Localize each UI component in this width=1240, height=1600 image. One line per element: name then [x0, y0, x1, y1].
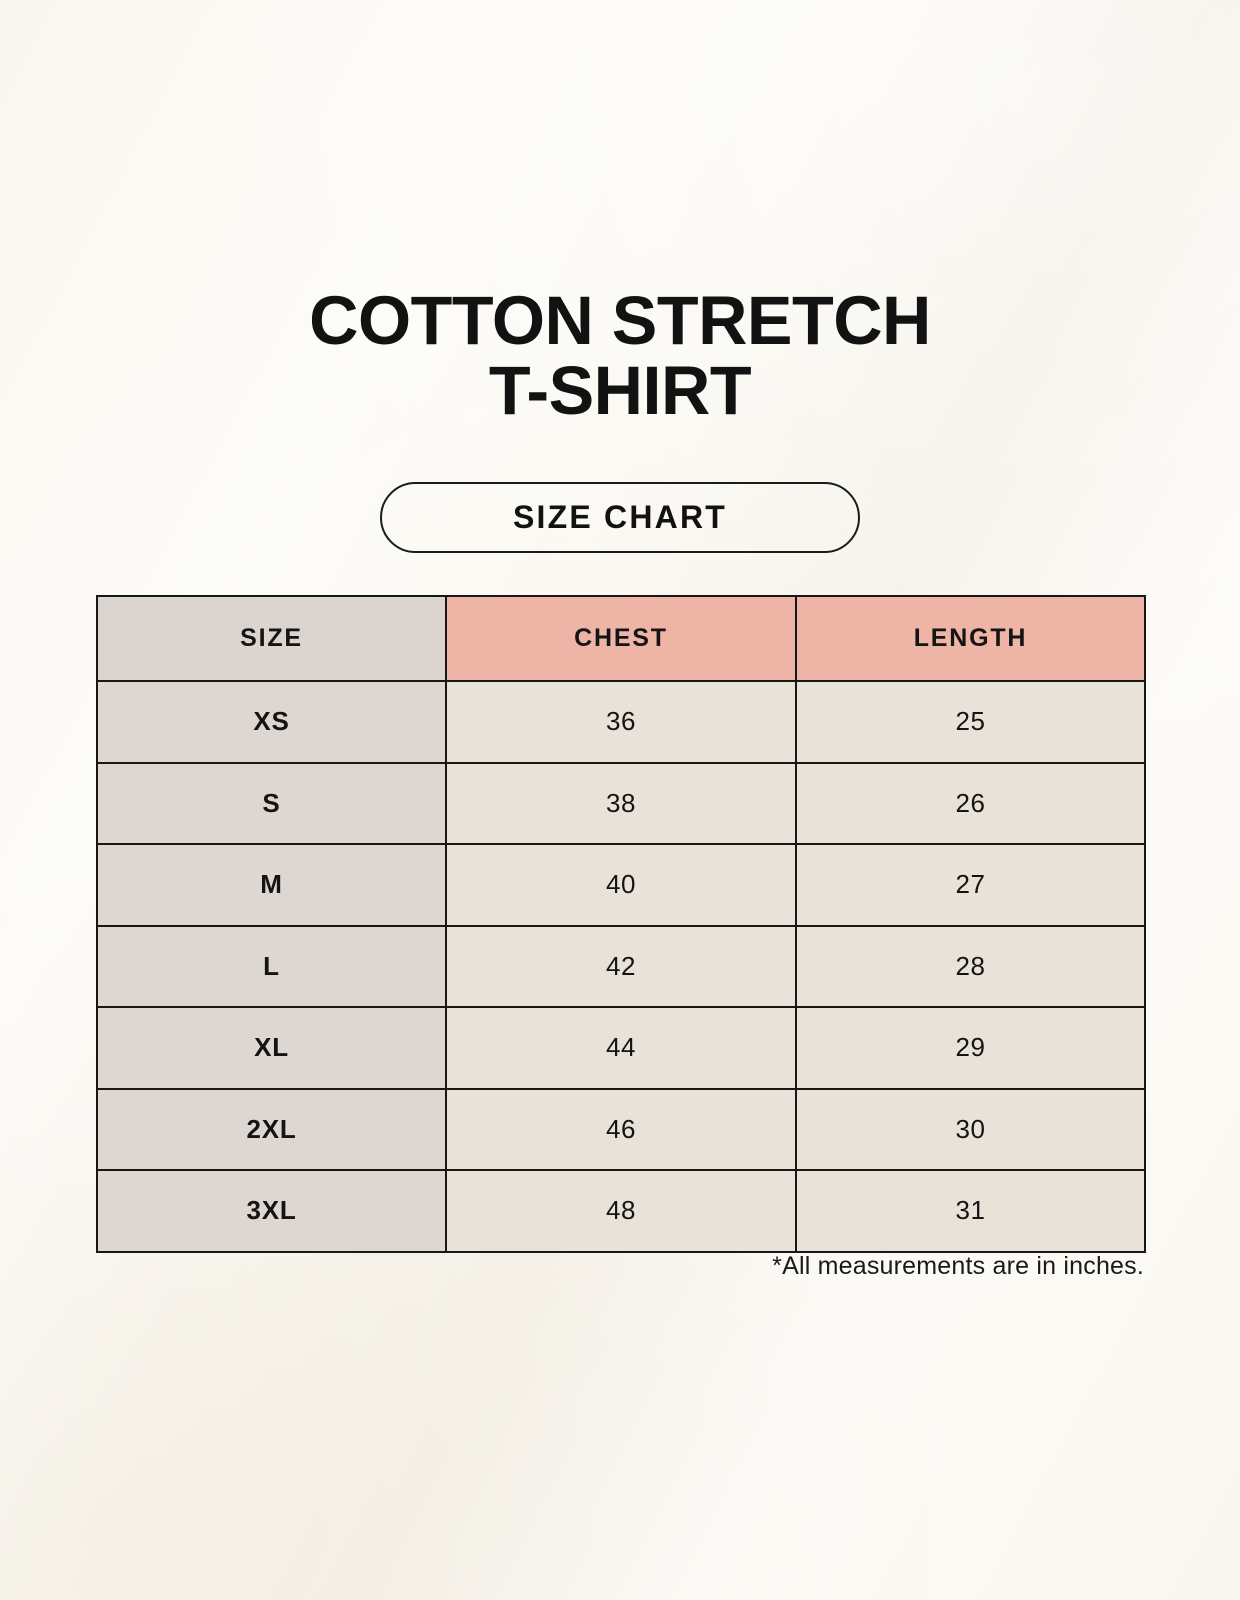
cell-size: XS	[96, 680, 447, 764]
table-row: XS 36 25	[96, 680, 1146, 764]
cell-size: XL	[96, 1006, 447, 1090]
column-header-size: SIZE	[96, 595, 447, 682]
cell-length: 31	[795, 1169, 1146, 1253]
cell-chest: 48	[445, 1169, 797, 1253]
size-table-head: SIZE CHEST LENGTH	[96, 595, 1146, 682]
table-row: XL 44 29	[96, 1006, 1146, 1090]
cell-length: 30	[795, 1087, 1146, 1171]
cell-length: 25	[795, 680, 1146, 764]
cell-chest: 44	[445, 1006, 797, 1090]
size-chart-badge: SIZE CHART	[380, 482, 860, 553]
page-title-line-1: COTTON STRETCH	[309, 282, 931, 359]
cell-chest: 46	[445, 1087, 797, 1171]
cell-chest: 42	[445, 924, 797, 1008]
table-row: L 42 28	[96, 924, 1146, 1008]
table-row: S 38 26	[96, 761, 1146, 845]
cell-length: 28	[795, 924, 1146, 1008]
column-header-chest: CHEST	[445, 595, 797, 682]
table-row: 3XL 48 31	[96, 1169, 1146, 1253]
cell-chest: 40	[445, 843, 797, 927]
badge-container: SIZE CHART	[0, 482, 1240, 553]
measurements-footnote: *All measurements are in inches.	[772, 1252, 1144, 1280]
cell-size: M	[96, 843, 447, 927]
cell-chest: 36	[445, 680, 797, 764]
cell-chest: 38	[445, 761, 797, 845]
column-header-length: LENGTH	[795, 595, 1146, 682]
cell-size: 2XL	[96, 1087, 447, 1171]
size-table-container: SIZE CHEST LENGTH XS 36 25 S 38 26 M	[96, 595, 1146, 1253]
page-title-line-2: T-SHIRT	[488, 352, 752, 429]
cell-size: L	[96, 924, 447, 1008]
cell-size: 3XL	[96, 1169, 447, 1253]
size-table: SIZE CHEST LENGTH XS 36 25 S 38 26 M	[96, 595, 1146, 1253]
table-row: M 40 27	[96, 843, 1146, 927]
size-table-body: XS 36 25 S 38 26 M 40 27 L 42 28	[96, 680, 1146, 1253]
cell-size: S	[96, 761, 447, 845]
cell-length: 27	[795, 843, 1146, 927]
size-chart-badge-label: SIZE CHART	[513, 499, 727, 535]
cell-length: 26	[795, 761, 1146, 845]
cell-length: 29	[795, 1006, 1146, 1090]
page-title: COTTON STRETCH T-SHIRT	[0, 286, 1240, 426]
table-row: 2XL 46 30	[96, 1087, 1146, 1171]
table-header-row: SIZE CHEST LENGTH	[96, 595, 1146, 682]
